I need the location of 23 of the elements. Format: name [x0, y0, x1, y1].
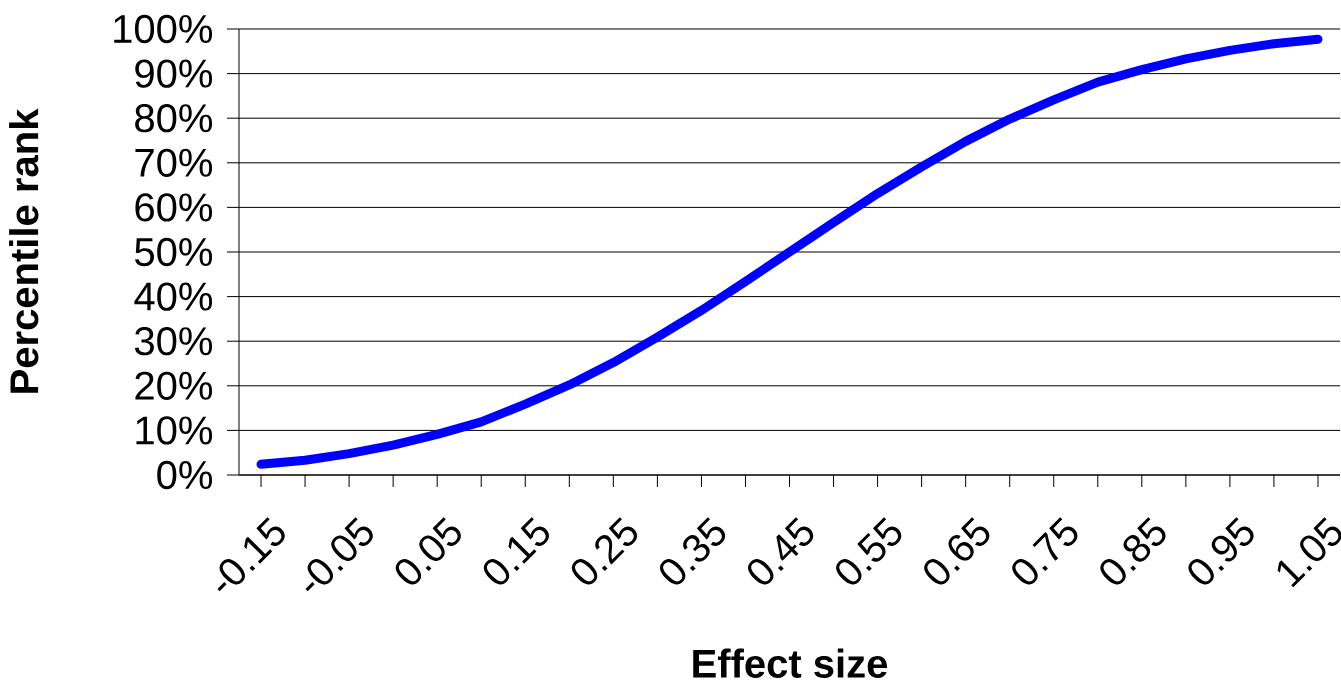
- x-tick-label: 0.05: [395, 517, 461, 585]
- x-tick-label: 0.95: [1188, 517, 1254, 585]
- y-tick-label: 100%: [114, 14, 213, 44]
- x-axis-title: Effect size: [693, 648, 888, 678]
- x-tick-label: 0.75: [1012, 517, 1078, 585]
- y-tick-label: 20%: [135, 371, 213, 400]
- x-tick-label: 0.35: [659, 517, 726, 585]
- x-tick-label: 0.45: [748, 517, 814, 585]
- y-tick-label: 50%: [135, 237, 213, 267]
- y-tick-label: 70%: [135, 148, 213, 177]
- x-tick-label: 0.25: [571, 517, 638, 585]
- x-tick-label: 0.85: [1100, 517, 1166, 585]
- y-tick-label: 40%: [134, 282, 213, 311]
- y-tick-label: 30%: [134, 327, 213, 356]
- x-tick-label: 0.55: [836, 517, 902, 585]
- x-tick-label: 0.15: [483, 517, 549, 585]
- y-tick-label: 10%: [136, 416, 213, 445]
- y-tick-label: 0%: [157, 460, 213, 490]
- x-tick-label: 0.65: [924, 517, 990, 585]
- y-tick-label: 90%: [135, 59, 213, 88]
- y-tick-label: 60%: [135, 193, 213, 222]
- y-tick-label: 80%: [135, 104, 213, 133]
- y-axis-title: Percentile rank: [9, 108, 39, 393]
